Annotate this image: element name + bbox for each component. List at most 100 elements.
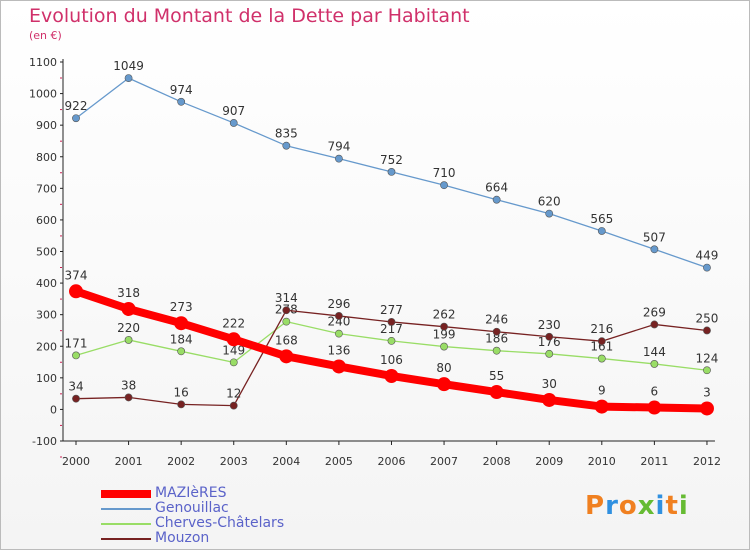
data-point — [542, 392, 557, 407]
data-point — [72, 394, 80, 403]
data-point — [72, 351, 80, 360]
data-point — [387, 336, 396, 345]
data-label: 149 — [222, 343, 245, 357]
data-label: 216 — [590, 322, 613, 336]
data-point — [545, 209, 554, 218]
data-label: 269 — [643, 305, 666, 319]
data-label: 6 — [651, 385, 659, 399]
data-label: 1049 — [113, 59, 144, 73]
data-label: 664 — [485, 181, 508, 195]
x-tick-label: 2012 — [693, 455, 721, 468]
data-label: 922 — [65, 99, 88, 113]
proxiti-logo: Proxiti — [585, 491, 689, 521]
data-point — [545, 332, 554, 341]
y-tick-label: 600 — [36, 214, 57, 227]
x-tick-label: 2006 — [377, 455, 405, 468]
data-label: 9 — [598, 384, 606, 398]
data-label: 220 — [117, 321, 140, 335]
data-point — [440, 322, 448, 331]
logo-letter: i — [678, 491, 689, 521]
data-label: 296 — [327, 297, 350, 311]
data-label: 907 — [222, 104, 245, 118]
x-tick-label: 2010 — [588, 455, 616, 468]
data-label: 262 — [433, 308, 456, 322]
data-point — [650, 360, 659, 368]
data-point — [703, 366, 711, 375]
x-tick-label: 2008 — [483, 455, 511, 468]
data-label: 106 — [380, 353, 403, 367]
legend-swatch — [101, 508, 151, 510]
data-point — [331, 359, 346, 374]
legend-label: Genouillac — [155, 500, 229, 516]
data-label: 240 — [327, 315, 350, 329]
chart-subtitle: (en €) — [29, 29, 62, 42]
y-tick-label: 500 — [36, 246, 57, 259]
data-point — [226, 332, 241, 347]
x-tick-label: 2004 — [272, 455, 300, 468]
data-point — [177, 347, 186, 356]
data-label: 16 — [174, 385, 189, 399]
data-point — [124, 393, 133, 402]
data-point — [437, 377, 452, 392]
data-point — [229, 358, 238, 367]
data-point — [69, 284, 83, 299]
logo-letter: i — [655, 491, 666, 521]
x-tick-label: 2005 — [325, 455, 353, 468]
data-point — [489, 385, 504, 400]
data-label: 168 — [275, 333, 298, 347]
data-point — [72, 114, 80, 123]
data-point — [492, 346, 501, 355]
data-label: 12 — [226, 387, 241, 401]
y-tick-label: 0 — [50, 403, 57, 416]
logo-letter: x — [637, 491, 656, 521]
data-label: 3 — [703, 385, 711, 399]
data-point — [703, 326, 711, 335]
data-label: 250 — [696, 311, 719, 325]
data-label: 752 — [380, 153, 403, 167]
data-label: 710 — [433, 166, 456, 180]
data-point — [597, 227, 606, 235]
data-label: 974 — [170, 83, 193, 97]
data-label: 176 — [538, 335, 561, 349]
data-label: 30 — [542, 377, 557, 391]
data-point — [492, 327, 501, 336]
data-point — [282, 141, 291, 150]
y-tick-label: 200 — [36, 340, 57, 353]
data-label: 171 — [65, 336, 88, 350]
data-point — [492, 195, 501, 204]
data-point — [440, 181, 448, 190]
data-point — [334, 329, 343, 338]
legend-label: Cherves-Châtelars — [155, 515, 285, 531]
data-point — [594, 399, 609, 414]
data-label: 222 — [222, 316, 245, 330]
data-point — [387, 168, 396, 176]
logo-letter: o — [618, 491, 638, 521]
data-point — [699, 401, 714, 416]
data-label: 136 — [327, 343, 350, 357]
data-label: 449 — [696, 249, 719, 263]
legend-label: MAZIèRES — [155, 485, 227, 501]
data-point — [545, 349, 554, 358]
data-label: 835 — [275, 127, 298, 141]
x-tick-label: 2009 — [535, 455, 563, 468]
x-tick-label: 2003 — [220, 455, 248, 468]
y-tick-label: 800 — [36, 151, 57, 164]
y-tick-label: 400 — [36, 277, 57, 290]
data-point — [387, 318, 396, 326]
data-point — [703, 263, 711, 272]
data-point — [282, 306, 291, 315]
data-point — [229, 119, 238, 127]
data-point — [650, 320, 659, 329]
y-tick-label: -100 — [32, 435, 57, 448]
data-label: 199 — [433, 328, 456, 342]
data-point — [334, 312, 343, 320]
legend-swatch — [101, 523, 151, 525]
data-point — [121, 301, 136, 316]
y-tick-label: 900 — [36, 119, 57, 132]
y-tick-label: 1100 — [29, 56, 57, 69]
data-label: 186 — [485, 332, 508, 346]
data-label: 277 — [380, 303, 403, 317]
legend-swatch — [101, 538, 151, 540]
data-point — [597, 354, 606, 363]
